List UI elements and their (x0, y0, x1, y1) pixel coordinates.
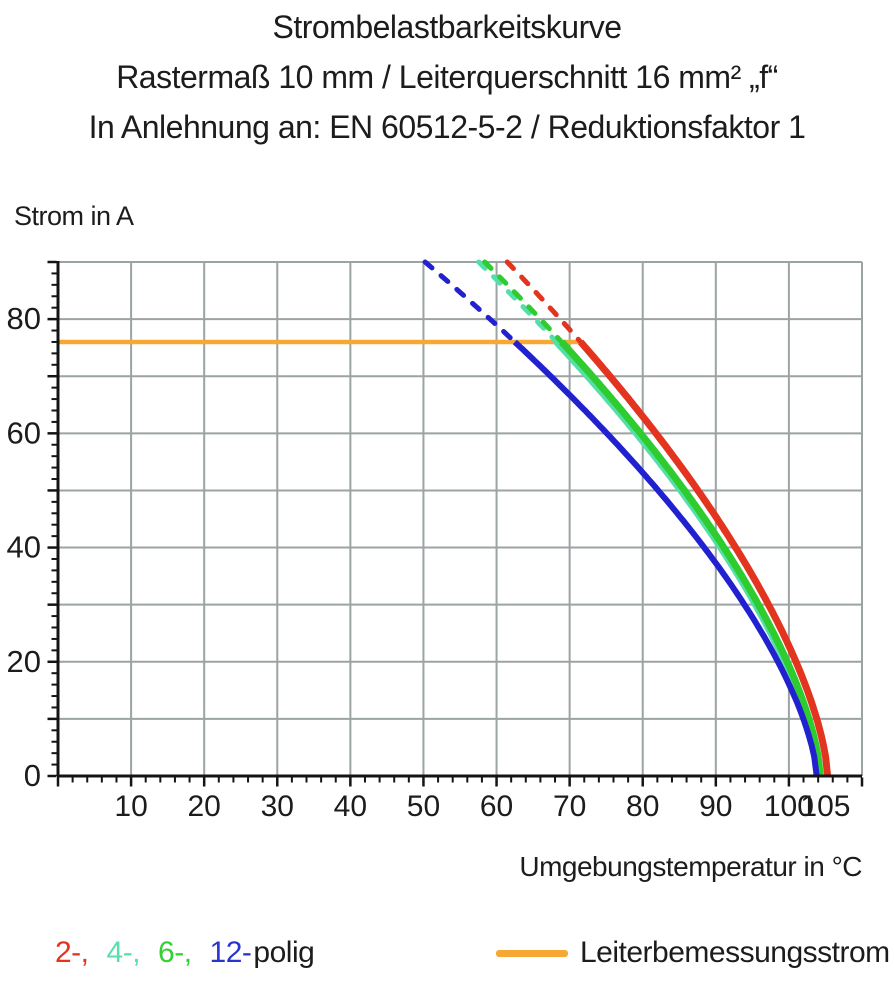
y-tick-label-0: 0 (24, 758, 41, 793)
y-tick-label-80: 80 (7, 301, 41, 336)
legend-token-12-polig: 12- (209, 936, 252, 969)
rated-current-line-swatch (496, 949, 568, 957)
legend-pole-counts: 2-, 4-, 6-, 12- polig (55, 936, 315, 970)
curve-dashed-4-polig (476, 259, 559, 345)
y-tick-label-60: 60 (7, 415, 41, 450)
rated-current-label: Leiterbemessungsstrom (580, 936, 890, 969)
legend-token-polig: polig (253, 936, 315, 969)
curve-dashed-6-polig (482, 259, 565, 345)
legend-token-2-polig: 2-, (55, 936, 89, 969)
y-tick-label-40: 40 (7, 530, 41, 565)
chart-title-line1: Strombelastbarkeitskurve (272, 9, 622, 45)
x-axis-title: Umgebungstemperatur in °C (519, 851, 862, 882)
chart-title-line2: Rastermaß 10 mm / Leiterquerschnitt 16 m… (116, 59, 778, 95)
curve-solid-4-polig (553, 339, 822, 777)
x-tick-label-70: 70 (553, 790, 586, 823)
curve-solid-6-polig (559, 339, 824, 777)
legend-rated-current: Leiterbemessungsstrom (496, 936, 890, 970)
x-tick-label-90: 90 (699, 790, 732, 823)
x-tick-label-30: 30 (261, 790, 294, 823)
x-tick-label-80: 80 (626, 790, 659, 823)
x-tick-label-20: 20 (187, 790, 220, 823)
x-tick-label-60: 60 (480, 790, 513, 823)
x-tick-label-40: 40 (334, 790, 367, 823)
legend-token-4-polig: 4-, (106, 936, 141, 969)
legend: 2-, 4-, 6-, 12- polig Leiterbemessungsstrom (0, 936, 894, 980)
curve-solid-12-polig (512, 339, 820, 777)
x-tick-label-100: 100 (764, 790, 814, 823)
x-tick-label-50: 50 (407, 790, 440, 823)
curve-dashed-12-polig (422, 259, 518, 345)
x-tick-label-10: 10 (114, 790, 147, 823)
curve-solid-2-polig (578, 339, 832, 777)
y-axis-title: Strom in A (14, 201, 134, 231)
legend-token-6-polig: 6-, (158, 936, 192, 969)
curve-dashed-2-polig (504, 259, 584, 345)
chart-title: Strombelastbarkeitskurve Rastermaß 10 mm… (0, 2, 894, 152)
chart-title-line3: In Anlehnung an: EN 60512-5-2 / Reduktio… (88, 109, 806, 145)
x-tick-label-105: 105 (800, 790, 850, 823)
y-tick-label-20: 20 (7, 644, 41, 679)
